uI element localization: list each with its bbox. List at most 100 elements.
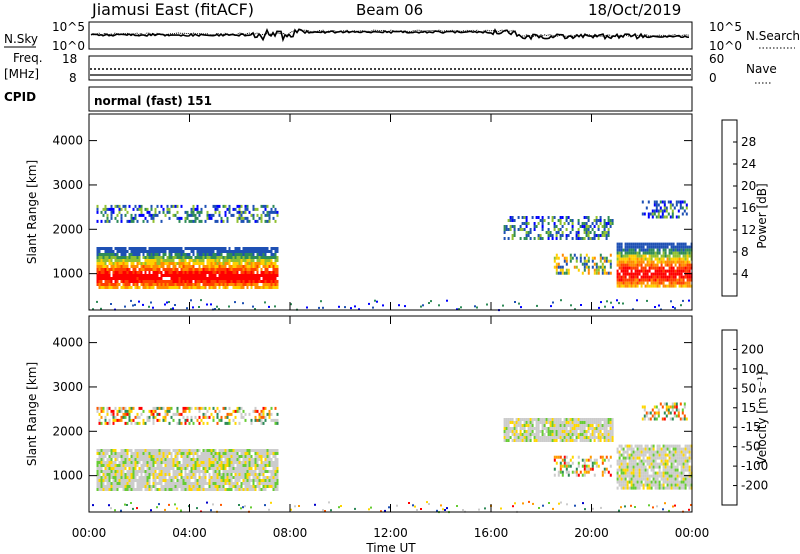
velocity-cell-0 — [270, 482, 273, 485]
velocity-cell-4 — [682, 471, 685, 475]
velocity-cell-4 — [674, 456, 677, 460]
velocity-cell-0 — [268, 455, 271, 458]
velocity-cell-5 — [661, 405, 664, 409]
power-cell-4 — [684, 254, 687, 258]
power-cell-0 — [170, 253, 173, 256]
velocity-cell-0 — [194, 476, 197, 479]
velocity-cell-4 — [688, 450, 691, 454]
velocity-cell-4 — [620, 471, 623, 475]
velocity-cell-3 — [557, 470, 560, 474]
velocity-cell-3 — [585, 470, 588, 474]
power-cell-4 — [680, 251, 683, 255]
velocity-cell-2 — [605, 433, 608, 436]
velocity-cell-0 — [190, 476, 193, 479]
velocity-cell-2 — [539, 421, 542, 424]
power-cell-4 — [644, 266, 647, 270]
velocity-cell-0 — [204, 479, 207, 482]
velocity-near-range-cell — [538, 507, 540, 509]
velocity-cell-5 — [685, 417, 688, 421]
velocity-cell-0 — [172, 458, 175, 461]
power-cell-3 — [583, 256, 586, 260]
power-cell-1 — [106, 207, 109, 211]
power-cell-1 — [234, 207, 237, 211]
power-cell-0 — [250, 253, 253, 256]
power-near-range-cell — [148, 305, 150, 308]
velocity-cell-4 — [676, 465, 679, 469]
power-cell-0 — [162, 268, 165, 271]
power-cell-0 — [122, 253, 125, 256]
power-cell-1 — [250, 213, 253, 217]
power-cell-0 — [98, 262, 101, 265]
power-cell-2 — [503, 225, 506, 228]
power-cell-4 — [626, 263, 629, 267]
power-cell-2 — [595, 234, 598, 237]
power-cell-0 — [220, 262, 223, 265]
power-cell-0 — [216, 247, 219, 250]
power-cell-0 — [236, 280, 239, 283]
power-cell-0 — [262, 274, 265, 277]
power-cell-4 — [620, 257, 623, 261]
power-cell-0 — [178, 262, 181, 265]
power-cell-0 — [270, 277, 273, 280]
power-near-range-cell — [206, 303, 208, 306]
velocity-cell-4 — [662, 444, 665, 448]
velocity-cell-0 — [110, 464, 113, 467]
velocity-cell-4 — [638, 453, 641, 457]
velocity-cell-0 — [272, 464, 275, 467]
velocity-cell-1 — [98, 412, 101, 416]
velocity-cell-3 — [561, 473, 564, 477]
velocity-cell-2 — [509, 418, 512, 421]
power-cell-4 — [620, 275, 623, 279]
power-cell-2 — [605, 225, 608, 228]
power-cell-0 — [226, 283, 229, 286]
power-cell-0 — [274, 253, 277, 256]
power-near-range-cell — [150, 301, 152, 304]
velocity-cell-0 — [234, 461, 237, 464]
power-cell-1 — [214, 204, 217, 208]
power-cell-0 — [154, 247, 157, 250]
velocity-cell-3 — [557, 455, 560, 459]
power-cell-4 — [680, 284, 683, 288]
power-cell-1 — [152, 213, 155, 217]
velocity-cell-5 — [675, 414, 678, 418]
power-cell-0 — [256, 262, 259, 265]
power-cell-4 — [620, 284, 623, 288]
power-cell-2 — [529, 228, 532, 231]
velocity-cell-4 — [658, 480, 661, 484]
velocity-cell-4 — [660, 462, 663, 466]
power-cell-0 — [190, 265, 193, 268]
velocity-cell-0 — [138, 449, 141, 452]
velocity-cell-2 — [609, 427, 612, 430]
power-cell-0 — [110, 265, 113, 268]
velocity-cell-4 — [684, 459, 687, 463]
power-near-range-cell — [132, 304, 134, 307]
velocity-cell-0 — [274, 467, 277, 470]
velocity-cell-2 — [601, 427, 604, 430]
velocity-cell-4 — [624, 465, 627, 469]
velocity-cell-1 — [224, 421, 227, 425]
power-cell-1 — [142, 213, 145, 217]
power-cell-4 — [622, 275, 625, 279]
velocity-cell-0 — [178, 452, 181, 455]
velocity-cell-0 — [108, 464, 111, 467]
velocity-cell-0 — [272, 476, 275, 479]
velocity-cell-4 — [684, 447, 687, 451]
velocity-cell-1 — [176, 406, 179, 410]
power-cell-2 — [581, 237, 584, 240]
power-cell-2 — [503, 231, 506, 234]
power-cell-0 — [256, 265, 259, 268]
power-cell-0 — [110, 277, 113, 280]
power-cell-0 — [214, 280, 217, 283]
velocity-cell-0 — [134, 452, 137, 455]
velocity-cell-0 — [244, 461, 247, 464]
power-near-range-cell — [168, 301, 170, 303]
power-cell-0 — [132, 247, 135, 250]
velocity-cell-4 — [688, 468, 691, 472]
power-cell-0 — [202, 274, 205, 277]
power-cell-0 — [136, 259, 139, 262]
velocity-cell-4 — [638, 477, 641, 481]
velocity-cell-2 — [507, 439, 510, 442]
velocity-cell-0 — [162, 461, 165, 464]
power-cell-0 — [144, 280, 147, 283]
power-cell-0 — [118, 250, 121, 253]
